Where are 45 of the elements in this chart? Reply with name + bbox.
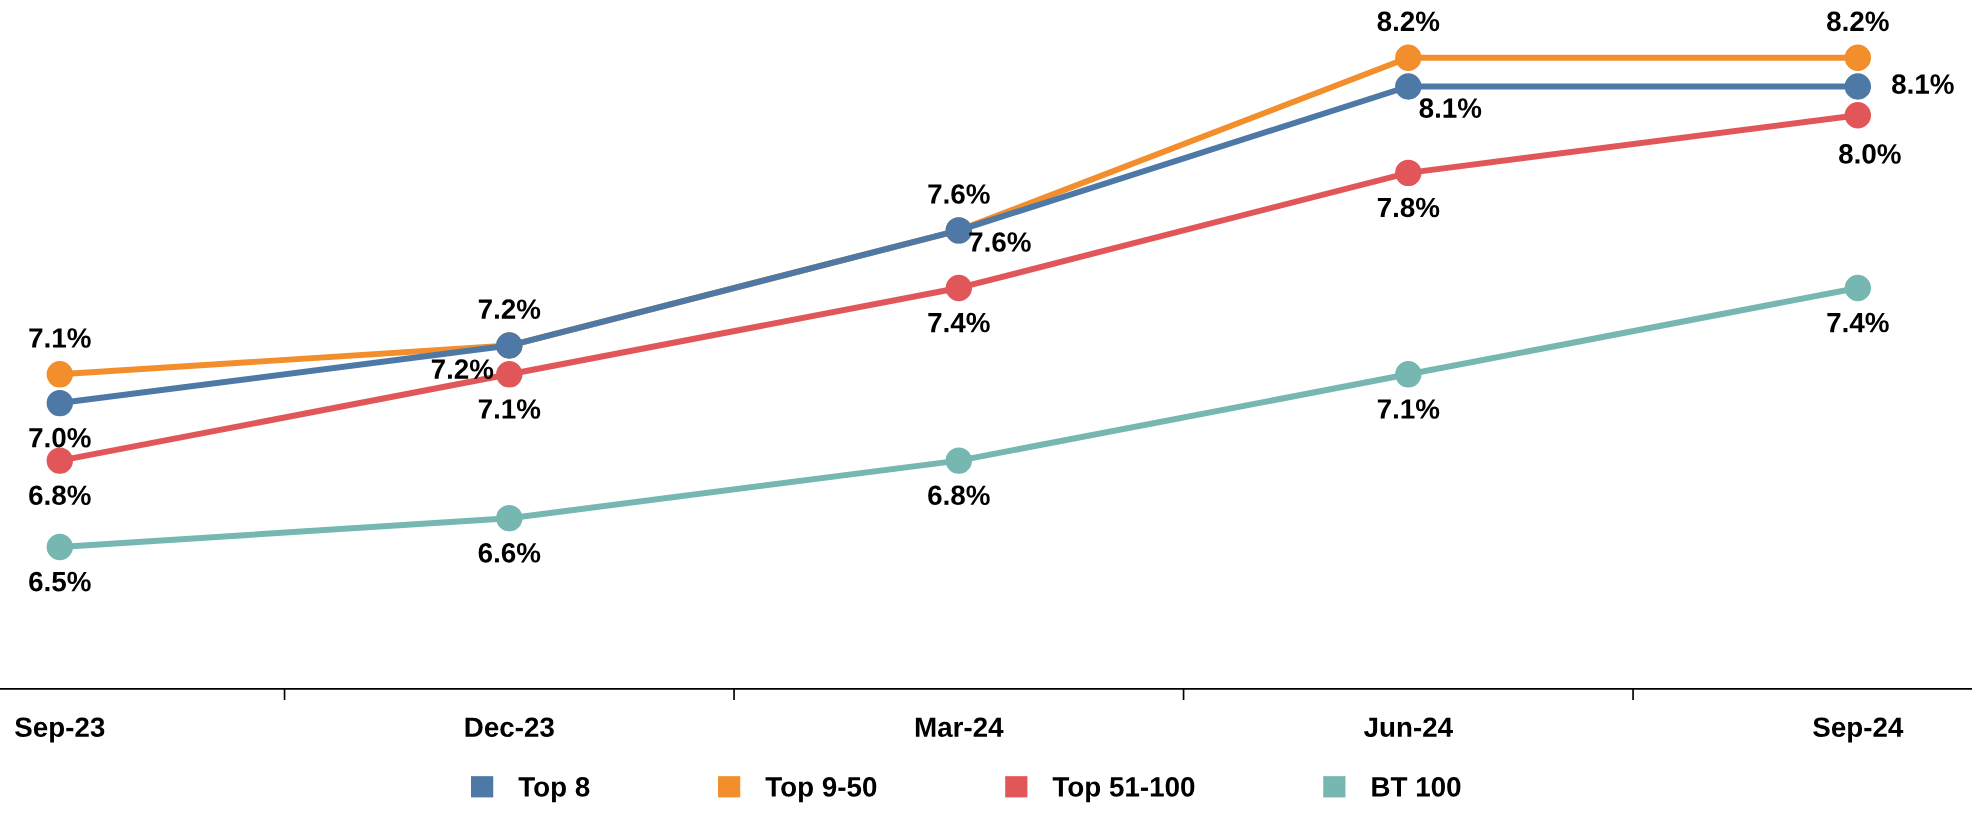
data-label: 6.6% — [478, 542, 541, 563]
data-label: 8.1% — [1892, 74, 1954, 94]
data-label: 8.0% — [1839, 144, 1901, 164]
x-tick-label: Sep-24 — [1813, 717, 1904, 743]
point — [1844, 102, 1872, 129]
point — [46, 361, 73, 388]
data-label: 7.1% — [29, 328, 91, 348]
data-label: 6.8% — [928, 485, 990, 506]
data-label: 6.8% — [29, 485, 91, 506]
data-label: 7.2% — [478, 299, 541, 319]
data-label: 8.2% — [1827, 11, 1889, 32]
x-tick-label: Sep-23 — [15, 717, 105, 743]
point — [1395, 361, 1422, 388]
point — [1395, 159, 1422, 187]
point — [496, 505, 523, 532]
point — [496, 361, 523, 388]
data-label: 6.5% — [29, 571, 91, 592]
data-label: 7.4% — [1827, 312, 1889, 333]
data-label: 8.2% — [1377, 11, 1440, 32]
data-label: 7.2% — [431, 359, 494, 379]
data-label: 7.6% — [969, 232, 1031, 252]
data-label: 8.1% — [1419, 98, 1482, 118]
point — [1844, 44, 1872, 71]
x-tick-label: Dec-23 — [465, 717, 554, 738]
point — [945, 274, 972, 302]
data-label: 7.8% — [1377, 197, 1440, 218]
point — [46, 447, 73, 474]
point — [46, 389, 73, 417]
data-label: 7.4% — [928, 312, 990, 333]
legend-label: Top 8 — [518, 777, 590, 803]
point — [945, 447, 972, 474]
point — [1844, 73, 1872, 100]
legend-label: Top 9-50 — [765, 777, 877, 803]
data-label: 7.1% — [478, 399, 541, 419]
legend-label: Top 51-100 — [1052, 777, 1195, 803]
x-tick-label: Mar-24 — [915, 717, 1004, 738]
point — [1395, 73, 1422, 100]
data-label: 7.0% — [29, 427, 91, 448]
x-tick-label: Jun-24 — [1363, 717, 1453, 738]
data-label: 7.6% — [928, 184, 990, 204]
point — [46, 533, 73, 561]
data-label: 7.1% — [1377, 399, 1440, 419]
point — [1395, 44, 1422, 71]
legend-label: BT 100 — [1372, 777, 1461, 797]
point — [1844, 274, 1872, 302]
